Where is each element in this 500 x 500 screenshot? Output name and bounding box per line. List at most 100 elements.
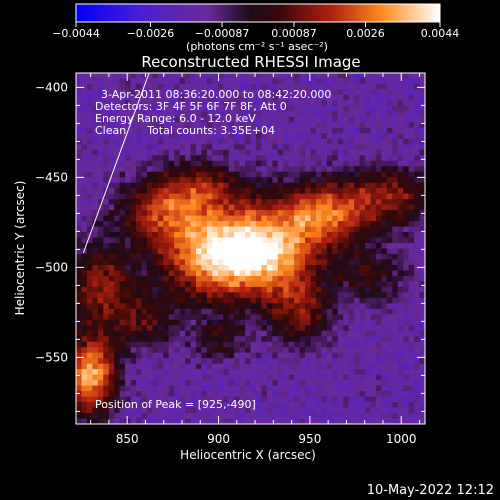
heatmap-cell xyxy=(245,237,252,244)
heatmap-cell xyxy=(397,221,404,228)
heatmap-cell xyxy=(305,286,312,293)
heatmap-cell xyxy=(152,363,159,370)
heatmap-cell xyxy=(130,105,137,112)
heatmap-cell xyxy=(277,264,284,272)
heatmap-cell xyxy=(163,292,170,299)
heatmap-cell xyxy=(315,122,322,129)
heatmap-cell xyxy=(228,341,235,348)
heatmap-cell xyxy=(261,380,268,387)
heatmap-cell xyxy=(185,177,192,184)
heatmap-cell xyxy=(305,89,312,96)
heatmap-cell xyxy=(163,188,170,195)
heatmap-cell xyxy=(119,160,126,167)
heatmap-cell xyxy=(283,391,290,398)
heatmap-cell xyxy=(315,330,322,337)
heatmap-cell xyxy=(255,407,263,414)
heatmap-cell xyxy=(114,155,121,162)
heatmap-cell xyxy=(212,171,219,178)
heatmap-cell xyxy=(174,319,181,326)
heatmap-cell xyxy=(86,253,93,261)
heatmap-cell xyxy=(321,100,328,107)
heatmap-cell xyxy=(277,314,284,321)
heatmap-cell xyxy=(92,155,99,162)
heatmap-cell xyxy=(299,111,306,118)
heatmap-cell xyxy=(414,78,421,85)
heatmap-cell xyxy=(277,385,284,392)
heatmap-cell xyxy=(234,374,241,381)
heatmap-cell xyxy=(228,413,235,420)
heatmap-cell xyxy=(277,144,284,151)
heatmap-cell xyxy=(250,138,257,145)
heatmap-cell xyxy=(103,133,110,140)
heatmap-cell xyxy=(223,402,230,409)
heatmap-cell xyxy=(108,297,115,304)
heatmap-cell xyxy=(321,286,328,293)
heatmap-cell xyxy=(152,243,159,250)
heatmap-cell xyxy=(108,319,115,326)
heatmap-cell xyxy=(108,116,115,123)
heatmap-cell xyxy=(81,407,88,414)
heatmap-cell xyxy=(168,232,175,239)
heatmap-cell xyxy=(234,133,241,140)
heatmap-cell xyxy=(97,94,104,102)
heatmap-cell xyxy=(103,347,110,354)
heatmap-cell xyxy=(261,330,268,337)
heatmap-cell xyxy=(81,232,88,239)
heatmap-cell xyxy=(245,100,252,107)
heatmap-cell xyxy=(228,73,235,80)
heatmap-cell xyxy=(245,297,252,304)
heatmap-cell xyxy=(326,73,333,80)
heatmap-cell xyxy=(141,73,148,80)
heatmap-cell xyxy=(190,330,197,337)
heatmap-cell xyxy=(81,270,88,277)
heatmap-cell xyxy=(185,221,192,228)
heatmap-cell xyxy=(185,275,192,283)
heatmap-cell xyxy=(114,100,121,107)
heatmap-cell xyxy=(419,73,425,80)
heatmap-cell xyxy=(245,221,252,228)
heatmap-cell xyxy=(239,226,246,233)
heatmap-cell xyxy=(261,182,268,189)
heatmap-cell xyxy=(266,116,273,123)
heatmap-cell xyxy=(103,314,110,321)
heatmap-cell xyxy=(103,418,110,424)
heatmap-cell xyxy=(92,407,99,414)
heatmap-cell xyxy=(419,270,425,277)
heatmap-cell xyxy=(365,116,372,123)
heatmap-cell xyxy=(414,363,421,370)
heatmap-cell xyxy=(108,127,115,134)
heatmap-cell xyxy=(157,270,164,277)
heatmap-cell xyxy=(288,166,295,173)
heatmap-cell xyxy=(157,259,164,266)
heatmap-cell xyxy=(337,204,344,211)
heatmap-cell xyxy=(375,374,382,381)
heatmap-cell xyxy=(255,160,263,167)
heatmap-cell xyxy=(370,253,377,261)
heatmap-cell xyxy=(392,105,399,112)
heatmap-cell xyxy=(381,166,388,173)
heatmap-cell xyxy=(294,221,301,228)
heatmap-cell xyxy=(81,325,88,332)
heatmap-cell xyxy=(168,325,175,332)
heatmap-cell xyxy=(386,275,393,283)
heatmap-cell xyxy=(81,292,88,299)
heatmap-cell xyxy=(185,232,192,239)
heatmap-cell xyxy=(359,226,366,233)
heatmap-cell xyxy=(266,358,273,365)
heatmap-cell xyxy=(174,226,181,233)
heatmap-cell xyxy=(414,391,421,398)
heatmap-cell xyxy=(294,177,301,184)
heatmap-cell xyxy=(277,281,284,288)
heatmap-cell xyxy=(414,94,421,102)
heatmap-cell xyxy=(343,160,350,167)
heatmap-cell xyxy=(414,215,421,222)
heatmap-cell xyxy=(206,407,213,414)
heatmap-cell xyxy=(381,243,388,250)
heatmap-cell xyxy=(228,193,235,200)
heatmap-cell xyxy=(310,385,317,392)
heatmap-cell xyxy=(277,418,284,424)
heatmap-cell xyxy=(370,188,377,195)
heatmap-cell xyxy=(397,363,404,370)
heatmap-cell xyxy=(365,111,372,118)
heatmap-cell xyxy=(76,253,83,261)
